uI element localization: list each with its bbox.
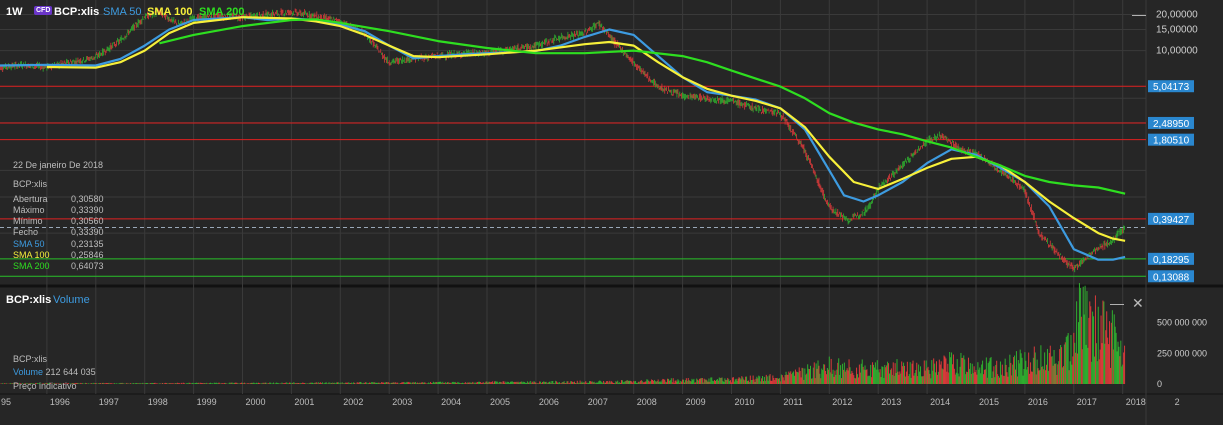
x-tick-label: 2005	[490, 397, 510, 407]
price-level-badge	[1148, 270, 1194, 283]
volume-y-tick-label: 500 000 000	[1157, 318, 1207, 328]
x-tick-label: 1996	[50, 397, 70, 407]
info-row-close: Fecho 0,33390	[13, 227, 104, 238]
interval-label[interactable]: 1W	[6, 6, 23, 18]
x-tick-label: 2004	[441, 397, 461, 407]
info-value: 0,33390	[71, 204, 104, 215]
x-tick-label: 2011	[783, 397, 802, 407]
info-row-sma200: SMA 200 0,64073	[13, 261, 104, 272]
volume-info-panel: BCP:xlis Volume 212 644 035 Preço indica…	[13, 354, 96, 392]
x-tick-label: 2017	[1077, 397, 1097, 407]
x-tick-label: 2013	[881, 397, 901, 407]
minimize-icon[interactable]: —	[1132, 6, 1146, 22]
x-tick-label: 2008	[637, 397, 657, 407]
y-tick-label: 20,00000	[1156, 9, 1198, 20]
info-label: SMA 100	[13, 250, 50, 261]
info-label: Máximo	[13, 204, 45, 215]
x-tick-label: 1997	[99, 397, 119, 407]
info-label: Abertura	[13, 193, 48, 204]
price-level-label: 0,39427	[1153, 215, 1190, 226]
info-label: Fecho	[13, 227, 39, 238]
info-value: 0,25846	[71, 250, 104, 261]
x-tick-label: 2014	[930, 397, 950, 407]
x-tick-label: 2016	[1028, 397, 1048, 407]
info-panel: 22 De janeiro De 2018 BCP:xlis Abertura 0…	[13, 160, 104, 273]
indicative-price-note: Preço indicativo	[13, 380, 77, 391]
info-symbol: BCP:xlis	[13, 179, 48, 190]
sma100-legend[interactable]: SMA 100	[147, 6, 193, 18]
x-tick-label: 2000	[246, 397, 266, 407]
info-label: SMA 50	[13, 238, 45, 249]
y-tick-label: 10,00000	[1156, 46, 1198, 57]
y-tick-label: 15,00000	[1156, 24, 1198, 35]
price-level-label: 0,18295	[1153, 255, 1190, 266]
price-level-badge	[1148, 80, 1194, 93]
info-row-sma100: SMA 100 0,25846	[13, 250, 104, 261]
info-value: 0,30580	[71, 193, 104, 204]
x-tick-label: 2003	[392, 397, 412, 407]
sma200-legend[interactable]: SMA 200	[199, 6, 245, 18]
info-value: 0,23135	[71, 238, 104, 249]
info-row-sma50: SMA 50 0,23135	[13, 239, 104, 250]
sma50-legend[interactable]: SMA 50	[103, 6, 142, 18]
info-row-open: Abertura 0,30580	[13, 194, 104, 205]
volume-info-row: Volume 212 644 035	[13, 367, 96, 378]
x-tick-label: 2009	[686, 397, 706, 407]
info-row-low: Mínimo 0,30560	[13, 216, 104, 227]
minimize-icon[interactable]: —	[1110, 295, 1124, 311]
close-icon[interactable]: ✕	[1132, 295, 1144, 311]
volume-title[interactable]: Volume	[53, 294, 90, 306]
x-tick-label: 2006	[539, 397, 559, 407]
volume-y-tick-label: 250 000 000	[1157, 348, 1207, 358]
volume-info-label: Volume	[13, 367, 44, 378]
x-tick-label: 1999	[197, 397, 217, 407]
x-tick-label: 2	[1175, 397, 1180, 407]
cfd-badge: CFD	[34, 6, 53, 15]
info-date: 22 De janeiro De 2018	[13, 160, 104, 170]
x-tick-label: 2018	[1126, 397, 1146, 407]
price-level-badge	[1148, 212, 1194, 225]
price-level-label: 1,80510	[1153, 136, 1190, 147]
x-tick-label: 2012	[832, 397, 852, 407]
info-label: Mínimo	[13, 216, 43, 227]
price-level-badge	[1148, 252, 1194, 265]
price-level-label: 5,04173	[1153, 82, 1190, 93]
price-level-badge	[1148, 133, 1194, 146]
info-label: SMA 200	[13, 261, 50, 272]
volume-y-tick-label: 0	[1157, 379, 1162, 389]
x-tick-label: 95	[1, 397, 11, 407]
price-level-label: 0,13088	[1153, 272, 1190, 283]
x-tick-label: 1998	[148, 397, 168, 407]
x-tick-label: 2010	[735, 397, 755, 407]
info-value: 0,33390	[71, 227, 104, 238]
volume-info-value: 212 644 035	[45, 367, 96, 378]
info-row-high: Máximo 0,33390	[13, 205, 104, 216]
x-tick-label: 2007	[588, 397, 608, 407]
x-tick-label: 2002	[343, 397, 363, 407]
x-tick-label: 2015	[979, 397, 999, 407]
info-value: 0,30560	[71, 216, 104, 227]
sma200-line	[159, 18, 1126, 195]
volume-symbol-label[interactable]: BCP:xlis	[6, 294, 52, 306]
price-level-badge	[1148, 116, 1194, 129]
symbol-label[interactable]: BCP:xlis	[54, 6, 100, 18]
x-tick-label: 2001	[294, 397, 314, 407]
volume-info-symbol: BCP:xlis	[13, 354, 48, 364]
price-level-label: 2,48950	[1153, 119, 1190, 130]
info-value: 0,64073	[71, 261, 104, 272]
